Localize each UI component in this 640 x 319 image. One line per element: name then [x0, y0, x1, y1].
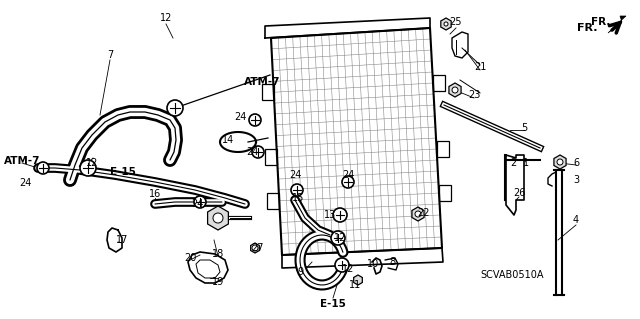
- Polygon shape: [251, 243, 259, 253]
- Polygon shape: [441, 18, 451, 30]
- Circle shape: [342, 176, 354, 188]
- Circle shape: [291, 184, 303, 196]
- Circle shape: [557, 159, 563, 165]
- Text: 23: 23: [468, 90, 480, 100]
- Text: 24: 24: [246, 147, 258, 157]
- Text: 10: 10: [367, 259, 379, 269]
- Text: 24: 24: [342, 170, 354, 180]
- Text: 25: 25: [450, 17, 462, 27]
- Text: 20: 20: [184, 253, 196, 263]
- Circle shape: [333, 208, 347, 222]
- Circle shape: [80, 160, 96, 176]
- Polygon shape: [449, 83, 461, 97]
- Text: 16: 16: [149, 189, 161, 199]
- Text: 22: 22: [418, 208, 430, 218]
- Text: ATM-7: ATM-7: [244, 77, 280, 87]
- Text: 12: 12: [86, 158, 98, 168]
- Circle shape: [335, 258, 349, 272]
- Text: 13: 13: [324, 210, 336, 220]
- Text: 24: 24: [289, 170, 301, 180]
- Circle shape: [249, 114, 261, 126]
- Text: 9: 9: [297, 267, 303, 277]
- Text: 12: 12: [160, 13, 172, 23]
- Circle shape: [415, 211, 421, 217]
- Text: 3: 3: [573, 175, 579, 185]
- Circle shape: [252, 245, 258, 251]
- Polygon shape: [354, 275, 362, 285]
- Polygon shape: [554, 155, 566, 169]
- Text: 5: 5: [521, 123, 527, 133]
- Text: 24: 24: [234, 112, 246, 122]
- Circle shape: [167, 100, 183, 116]
- Text: FR.: FR.: [577, 23, 598, 33]
- Text: 18: 18: [212, 249, 224, 259]
- Text: FR.: FR.: [591, 17, 611, 27]
- Text: 21: 21: [474, 62, 486, 72]
- Circle shape: [252, 146, 264, 158]
- Text: 1: 1: [523, 158, 529, 168]
- Polygon shape: [608, 16, 626, 33]
- Circle shape: [213, 213, 223, 223]
- Text: 4: 4: [573, 215, 579, 225]
- Text: 12: 12: [342, 264, 354, 274]
- Polygon shape: [412, 207, 424, 221]
- Text: 8: 8: [389, 257, 395, 267]
- Text: 26: 26: [513, 188, 525, 198]
- Text: 7: 7: [107, 50, 113, 60]
- Text: SCVAB0510A: SCVAB0510A: [480, 270, 544, 280]
- Text: 15: 15: [292, 193, 304, 203]
- Text: 27: 27: [252, 243, 264, 253]
- Circle shape: [444, 22, 448, 26]
- Text: E-15: E-15: [110, 167, 136, 177]
- Text: 2: 2: [510, 158, 516, 168]
- Text: 11: 11: [349, 280, 361, 290]
- Circle shape: [194, 196, 206, 208]
- Text: 12: 12: [334, 233, 346, 243]
- Text: 24: 24: [191, 199, 203, 209]
- Text: 19: 19: [212, 277, 224, 287]
- Circle shape: [331, 231, 345, 245]
- Circle shape: [452, 87, 458, 93]
- Text: ATM-7: ATM-7: [4, 156, 40, 166]
- Polygon shape: [207, 206, 228, 230]
- Text: 14: 14: [222, 135, 234, 145]
- Circle shape: [37, 162, 49, 174]
- Text: 17: 17: [116, 235, 128, 245]
- Text: E-15: E-15: [320, 299, 346, 309]
- Text: 24: 24: [19, 178, 31, 188]
- Text: 6: 6: [573, 158, 579, 168]
